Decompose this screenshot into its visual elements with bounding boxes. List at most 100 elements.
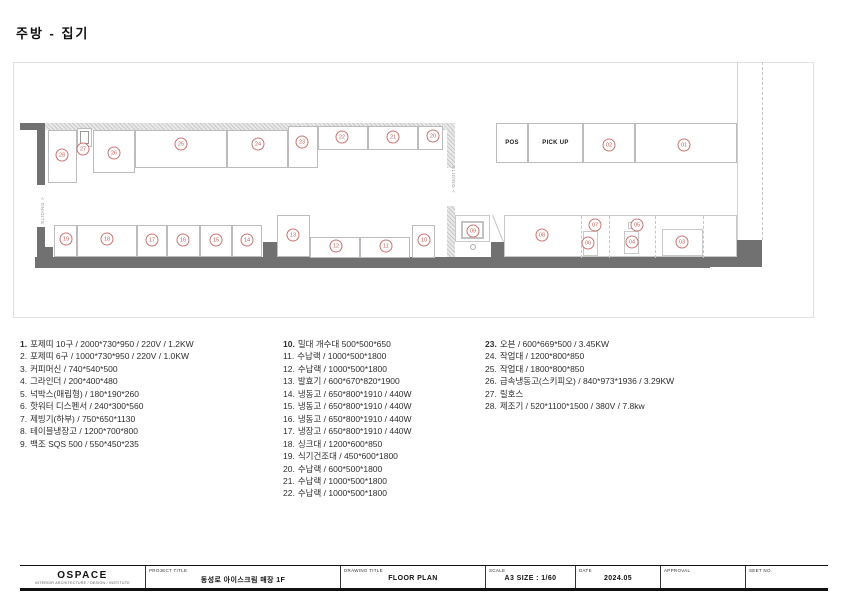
equipment-item-description: 냉동고 / 650*800*1910 / 440W: [297, 413, 412, 424]
equipment-list-column-1: 1. 포제띠 10구 / 2000*730*950 / 220V / 1.2KW 2…: [20, 338, 194, 450]
equipment-item-description: 수납랙 / 1000*500*1800: [297, 475, 387, 486]
equipment-item: 26. 급속냉동고(스키피오) / 840*973*1936 / 3.29KW: [485, 375, 674, 387]
equipment-item-description: 수납랙 / 1000*500*1800: [297, 488, 387, 499]
scale-label: SCALE: [489, 568, 506, 573]
equipment-item-number: 15.: [283, 401, 295, 412]
plan-marker-05: 05: [630, 218, 644, 232]
equipment-item-number: 23.: [485, 339, 497, 349]
equipment-item-number: 20.: [283, 463, 295, 474]
date-value: 2024.05: [603, 575, 633, 582]
equipment-item-description: 테이블냉장고 / 1200*700*800: [30, 426, 138, 437]
equipment-item-description: 포제띠 6구 / 1000*730*950 / 220V / 1.0KW: [30, 351, 189, 362]
plan-box-26: [93, 130, 135, 173]
equipment-item-description: 백조 SQS 500 / 550*450*235: [30, 438, 139, 449]
plan-marker-20: 20: [426, 129, 440, 143]
equipment-item-number: 1.: [20, 339, 28, 349]
equipment-item-number: 7.: [20, 413, 28, 424]
date-label: DATE: [579, 568, 592, 573]
pickup-label: PICK UP: [542, 140, 569, 146]
equipment-item: 14. 냉동고 / 650*800*1910 / 440W: [283, 388, 412, 400]
plan-box-01: [635, 123, 737, 163]
equipment-item-description: 포제띠 10구 / 2000*730*950 / 220V / 1.2KW: [30, 339, 194, 349]
plan-marker-25: 25: [174, 137, 188, 151]
equipment-item: 8. 테이블냉장고 / 1200*700*800: [20, 425, 194, 437]
plan-outer-boundary: [13, 62, 814, 318]
equipment-item-description: 밀대 개수대 500*500*650: [297, 339, 391, 349]
equipment-item: 27. 릴호스: [485, 388, 674, 400]
plan-marker-24: 24: [251, 137, 265, 151]
plan-marker-12: 12: [329, 239, 343, 253]
wall-hatched-right-upper: [447, 130, 455, 168]
company-logo: OSPACE: [57, 570, 108, 581]
title-block-approval-cell: APPROVAL: [660, 566, 745, 588]
equipment-item: 28. 제조기 / 520*1100*1500 / 380V / 7.8kw: [485, 400, 674, 412]
plan-marker-11: 11: [379, 239, 393, 253]
equipment-item: 12. 수납랙 / 1000*500*1800: [283, 363, 412, 375]
equipment-item-number: 19.: [283, 451, 295, 462]
plan-marker-09: 09: [466, 224, 480, 238]
equipment-item-description: 제조기 / 520*1100*1500 / 380V / 7.8kw: [499, 401, 645, 412]
equipment-item: 23. 오븐 / 600*669*500 / 3.45KW: [485, 338, 674, 350]
equipment-item-number: 6.: [20, 401, 28, 412]
plan-line: [737, 62, 738, 240]
equipment-item: 13. 발효기 / 600*670*820*1900: [283, 375, 412, 387]
counter-divider: [581, 216, 582, 258]
equipment-item-number: 21.: [283, 475, 295, 486]
counter-divider: [703, 216, 704, 258]
equipment-item-description: 작업대 / 1200*800*850: [499, 351, 585, 362]
plan-marker-18: 18: [100, 232, 114, 246]
equipment-item-description: 핫워터 디스펜서 / 240*300*560: [30, 401, 144, 412]
wall-segment: [37, 123, 45, 185]
plan-marker-08: 08: [535, 228, 549, 242]
equipment-item-number: 3.: [20, 363, 28, 374]
company-subtitle: INTERIOR ARCHITECTURE / DESIGN / INSTITU…: [35, 581, 130, 585]
plan-marker-28: 28: [55, 148, 69, 162]
plan-marker-01: 01: [677, 138, 691, 152]
plan-box-23: [288, 126, 318, 168]
equipment-item: 15. 냉동고 / 650*800*1910 / 440W: [283, 400, 412, 412]
equipment-item-number: 22.: [283, 488, 295, 499]
equipment-item-description: 커피머신 / 740*540*500: [30, 363, 118, 374]
equipment-item-number: 13.: [283, 376, 295, 387]
plan-marker-07: 07: [588, 218, 602, 232]
equipment-item-description: 릴호스: [499, 388, 524, 399]
title-block-date-cell: DATE 2024.05: [575, 566, 660, 588]
equipment-item: 21. 수납랙 / 1000*500*1800: [283, 475, 412, 487]
equipment-item: 3. 커피머신 / 740*540*500: [20, 363, 194, 375]
drawing-title-label: DRAWING TITLE: [344, 568, 383, 573]
plan-marker-03: 03: [675, 235, 689, 249]
equipment-item: 7. 제빙기(하부) / 750*650*1130: [20, 413, 194, 425]
plan-marker-10: 10: [417, 233, 431, 247]
equipment-item-description: 발효기 / 600*670*820*1900: [297, 376, 400, 387]
counter-divider: [609, 216, 610, 258]
sliding-door-label-right: SLIDING <: [451, 166, 456, 194]
equipment-item-number: 27.: [485, 388, 497, 399]
equipment-item-number: 10.: [283, 339, 295, 349]
equipment-item: 22. 수납랙 / 1000*500*1800: [283, 487, 412, 499]
plan-marker-17: 17: [145, 233, 159, 247]
equipment-item-number: 5.: [20, 388, 28, 399]
equipment-item: 20. 수납랙 / 600*500*1800: [283, 463, 412, 475]
equipment-item: 16. 냉동고 / 650*800*1910 / 440W: [283, 413, 412, 425]
drain-symbol: [470, 244, 476, 250]
pos-label: POS: [505, 140, 519, 146]
equipment-item: 5. 넉박스(매립형) / 180*190*260: [20, 388, 194, 400]
plan-dashed-line: [762, 62, 763, 240]
plan-marker-02: 02: [602, 138, 616, 152]
title-block-project-cell: PROJECT TITLE 동성로 아이스크림 매장 1F: [145, 566, 340, 588]
wall-segment: [263, 242, 277, 258]
plan-marker-16: 16: [176, 233, 190, 247]
wall-segment: [37, 247, 53, 258]
plan-marker-14: 14: [240, 233, 254, 247]
drawing-title-value: FLOOR PLAN: [388, 575, 438, 582]
equipment-item-number: 26.: [485, 376, 497, 387]
wall-bottom-strip: [35, 257, 710, 268]
equipment-item: 24. 작업대 / 1200*800*850: [485, 350, 674, 362]
equipment-item-number: 28.: [485, 401, 497, 412]
equipment-item: 19. 식기건조대 / 450*600*1800: [283, 450, 412, 462]
equipment-list-column-3: 23. 오븐 / 600*669*500 / 3.45KW 24. 작업대 / 120…: [485, 338, 674, 413]
equipment-item-description: 냉동고 / 650*800*1910 / 440W: [297, 401, 412, 412]
plan-marker-19: 19: [59, 232, 73, 246]
equipment-item-description: 냉장고 / 650*800*1910 / 440W: [297, 426, 412, 437]
